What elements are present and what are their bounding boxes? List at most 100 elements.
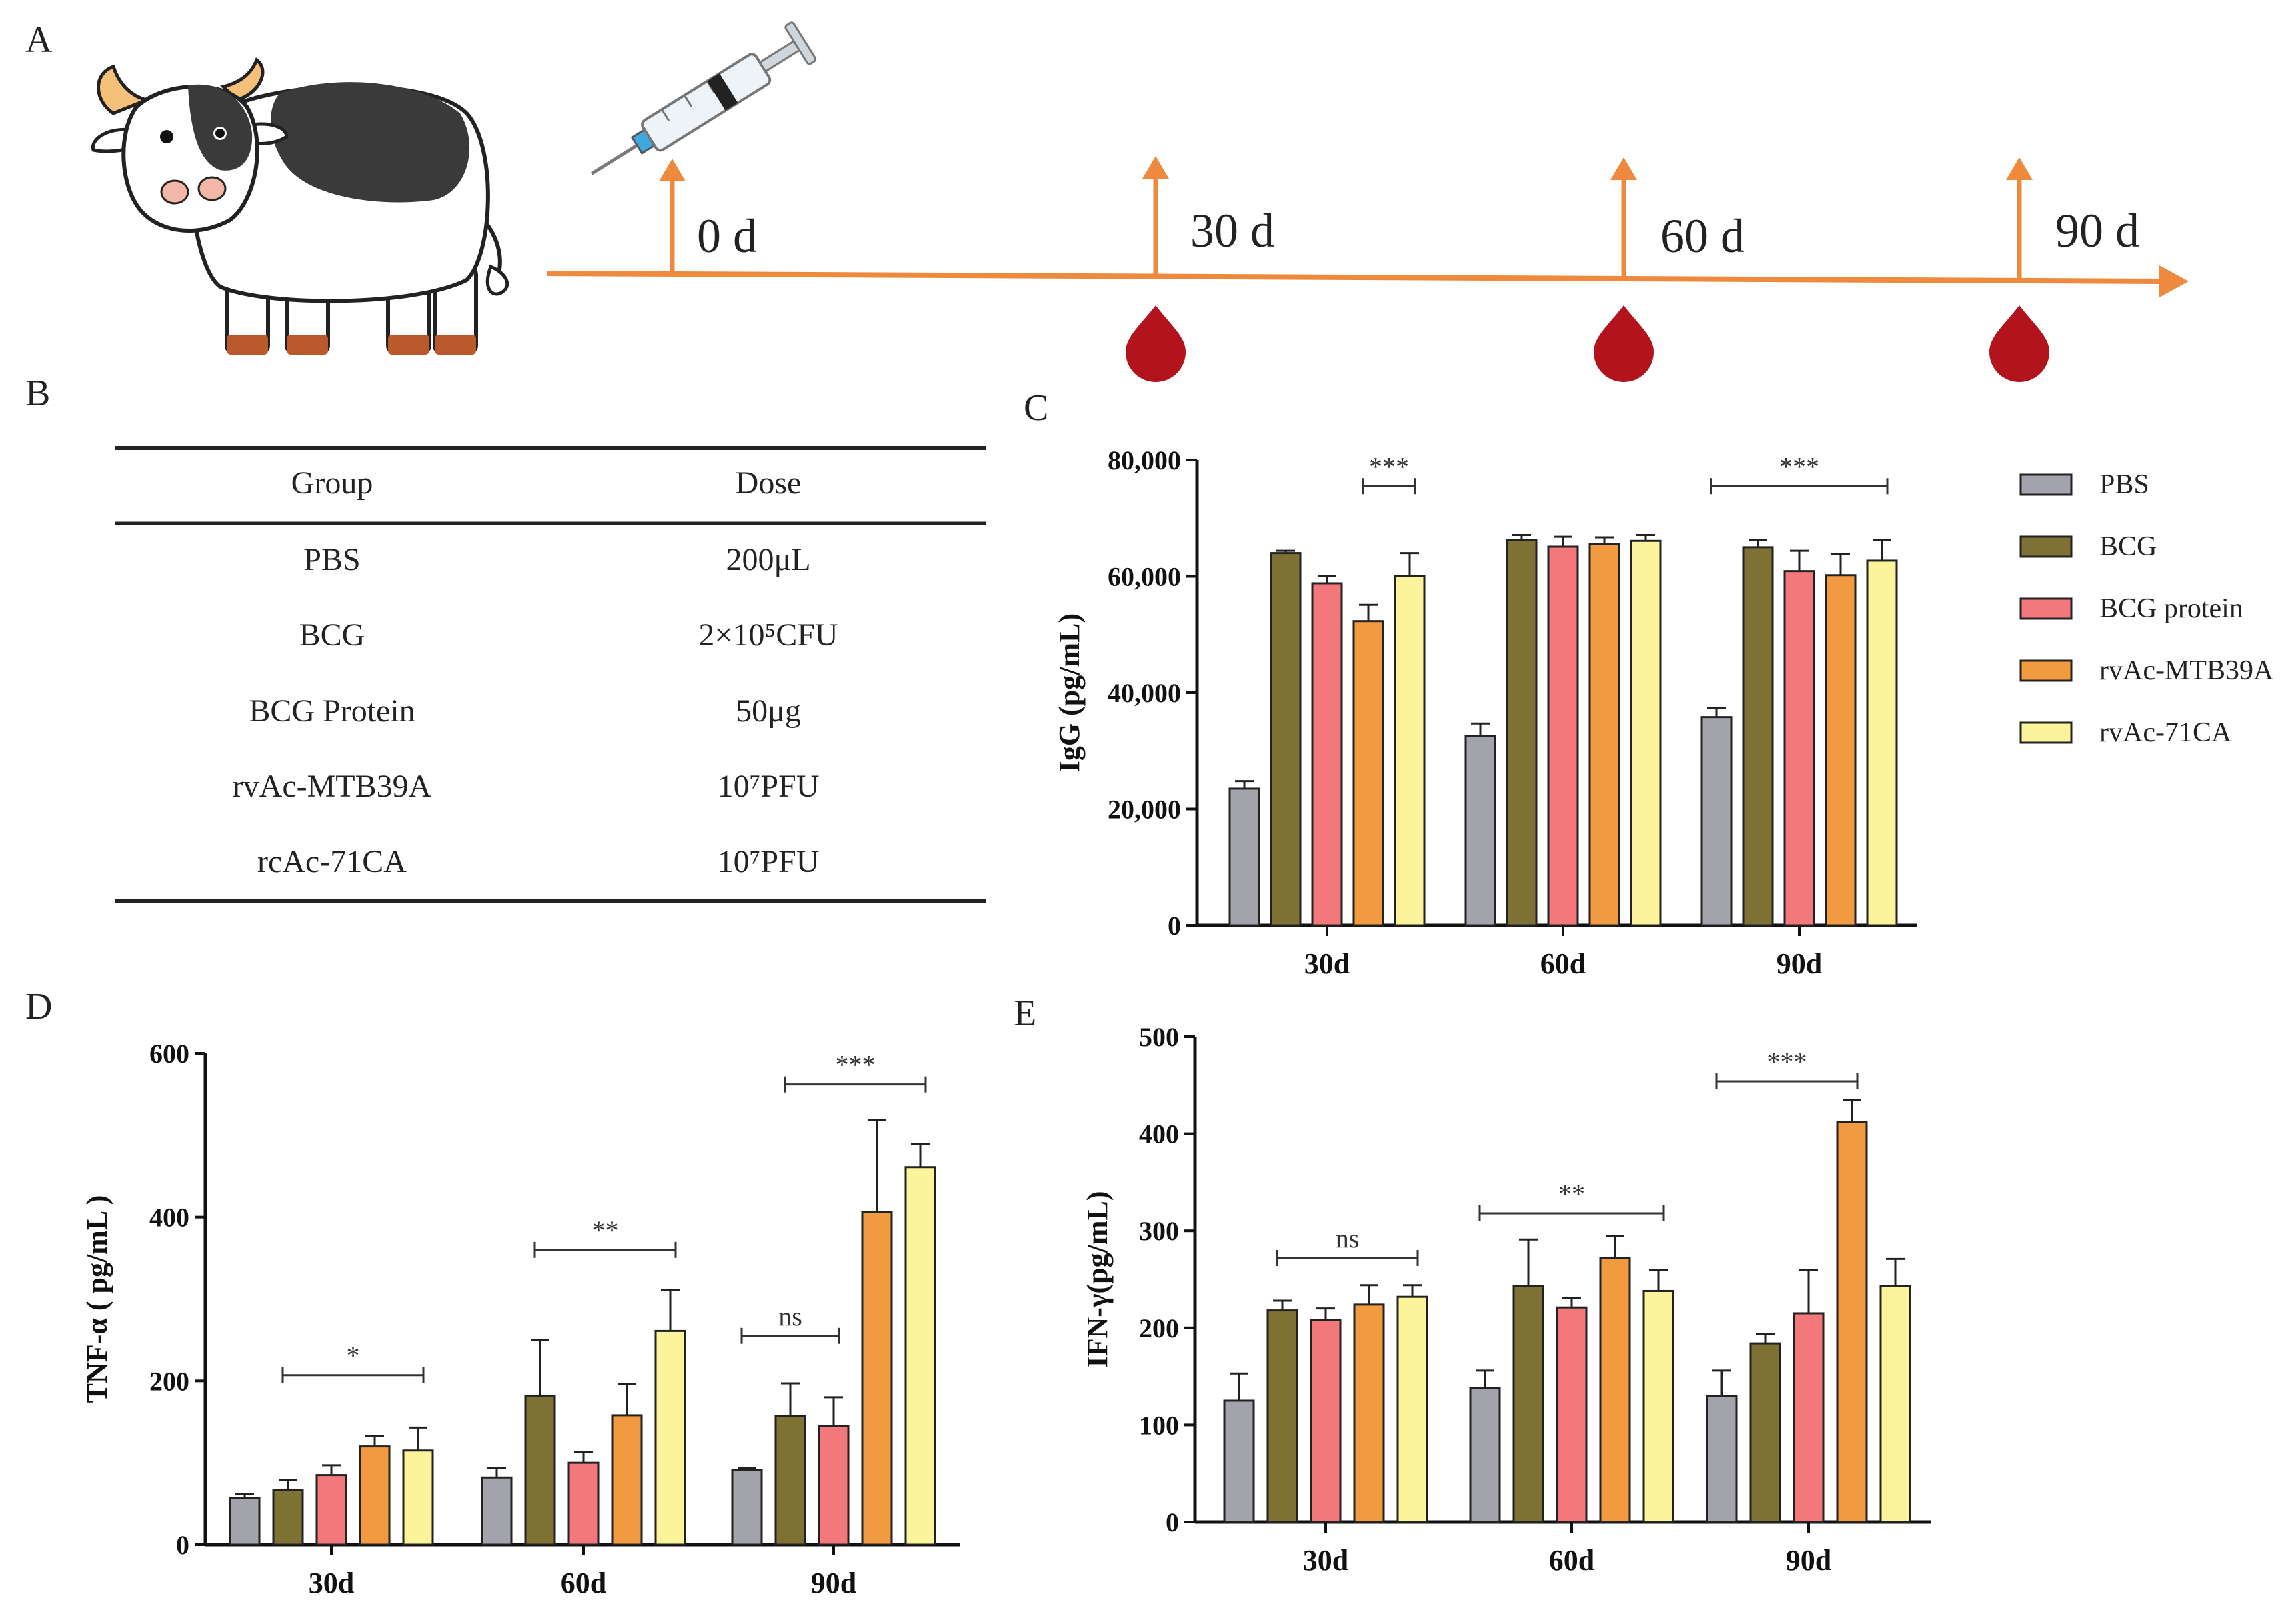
significance-label: ** <box>1558 1179 1585 1209</box>
legend-label: PBS <box>2099 469 2149 500</box>
bar <box>1223 1399 1255 1523</box>
legend-swatch <box>2019 721 2073 744</box>
x-tick-label: 30d <box>1304 947 1350 980</box>
bar <box>1706 1395 1738 1523</box>
table-cell-group: rvAc-MTB39A <box>233 769 432 804</box>
x-tick-label: 60d <box>1549 1544 1594 1577</box>
bar <box>567 1461 600 1546</box>
bar <box>1464 735 1496 927</box>
x-tick-label: 90d <box>811 1567 856 1599</box>
bar <box>1311 582 1343 927</box>
table-header-dose: Dose <box>736 465 802 501</box>
timeline <box>546 156 2189 297</box>
panel-label-a: A <box>25 19 53 61</box>
chart-legend: PBS BCG BCG protein rvAc-MTB39A rvAc-71CA <box>2019 469 2274 748</box>
significance-label: *** <box>1779 451 1819 481</box>
y-tick-label: 0 <box>1168 911 1181 941</box>
table-cell-group: rcAc-71CA <box>257 844 407 879</box>
x-tick-label: 30d <box>1303 1544 1348 1577</box>
significance-label: *** <box>1767 1047 1807 1077</box>
significance-label: ns <box>1336 1223 1360 1253</box>
bar <box>1836 1121 1868 1523</box>
chart-igg: 0 20,000 40,000 60,000 80,000 IgG (pg/mL) 30d 6… <box>1053 445 1917 980</box>
significance-label: ns <box>778 1301 802 1331</box>
bar <box>1353 1303 1385 1523</box>
bar <box>1879 1285 1911 1523</box>
bar <box>1228 787 1260 927</box>
timeline-label-60d: 60 d <box>1660 209 1745 263</box>
legend-label: BCG protein <box>2099 593 2243 624</box>
panel-label-d: D <box>25 986 52 1027</box>
legend-label: rvAc-MTB39A <box>2099 655 2274 686</box>
bar <box>1630 539 1662 927</box>
bar <box>1783 570 1815 927</box>
significance-label: *** <box>836 1050 876 1080</box>
chart-ifn-gamma: 0 100 200 300 400 500 IFN-γ(pg/mL) 30d 60d 90d ns *… <box>1081 1022 1931 1577</box>
table-cell-dose: 50μg <box>736 693 801 729</box>
y-axis-title: IFN-γ(pg/mL) <box>1081 1191 1114 1367</box>
bar <box>1506 539 1538 927</box>
bar <box>1749 1342 1781 1523</box>
bar <box>524 1394 556 1546</box>
bar <box>1310 1319 1342 1523</box>
bar <box>1394 575 1426 927</box>
timeline-label-90d: 90 d <box>2055 204 2139 257</box>
bar <box>1547 545 1579 927</box>
bar <box>229 1497 261 1546</box>
significance-label: * <box>347 1341 360 1371</box>
legend-label: BCG <box>2099 531 2157 562</box>
y-tick-label: 200 <box>149 1366 189 1396</box>
blood-drop-icon <box>1989 305 2049 382</box>
bar <box>1599 1257 1631 1523</box>
bar <box>611 1414 643 1546</box>
bar <box>861 1211 893 1546</box>
bar <box>315 1474 347 1546</box>
syringe-icon <box>591 21 817 175</box>
bar <box>402 1449 434 1546</box>
legend-swatch <box>2019 473 2073 496</box>
bar <box>1512 1285 1544 1523</box>
table-cell-dose: 2×10⁵CFU <box>698 617 838 653</box>
table-header-group: Group <box>291 465 373 501</box>
bar <box>1742 546 1774 927</box>
bar <box>1825 574 1857 927</box>
x-tick-label: 60d <box>561 1567 606 1599</box>
blood-drop-icon <box>1594 305 1654 382</box>
y-tick-label: 400 <box>1139 1119 1179 1149</box>
cow-illustration <box>91 57 509 355</box>
y-tick-label: 600 <box>149 1039 189 1069</box>
y-tick-label: 400 <box>149 1203 189 1233</box>
panel-label-c: C <box>1024 387 1048 429</box>
legend-label: rvAc-71CA <box>2099 717 2232 748</box>
y-tick-label: 20,000 <box>1108 795 1181 825</box>
blood-drop-icon <box>1126 305 1186 382</box>
legend-swatch <box>2019 659 2073 682</box>
bar <box>818 1425 850 1546</box>
table-cell-dose: 10⁷PFU <box>718 769 820 804</box>
y-tick-label: 0 <box>1166 1507 1179 1537</box>
y-axis-title: IgG (pg/mL) <box>1053 613 1086 772</box>
panel-label-e: E <box>1014 993 1036 1034</box>
bar <box>1866 559 1898 927</box>
bar <box>1588 543 1620 927</box>
y-axis-title: TNF-α ( pg/mL ) <box>81 1195 113 1403</box>
y-tick-label: 0 <box>176 1530 189 1560</box>
x-tick-label: 90d <box>1786 1544 1831 1577</box>
panel-label-b: B <box>25 373 50 414</box>
significance-label: *** <box>1369 451 1409 481</box>
timeline-label-0d: 0 d <box>697 209 757 263</box>
y-tick-label: 100 <box>1139 1410 1179 1440</box>
bar <box>1352 620 1384 927</box>
y-tick-label: 500 <box>1139 1022 1179 1052</box>
bar <box>904 1166 936 1546</box>
table-cell-group: PBS <box>303 542 360 577</box>
bar <box>1266 1309 1298 1523</box>
y-tick-label: 200 <box>1139 1313 1179 1343</box>
bar <box>1469 1387 1501 1523</box>
y-tick-label: 40,000 <box>1108 678 1181 708</box>
bar <box>731 1469 763 1546</box>
bar <box>1270 552 1302 927</box>
x-tick-label: 30d <box>309 1567 354 1599</box>
bar <box>481 1476 513 1546</box>
